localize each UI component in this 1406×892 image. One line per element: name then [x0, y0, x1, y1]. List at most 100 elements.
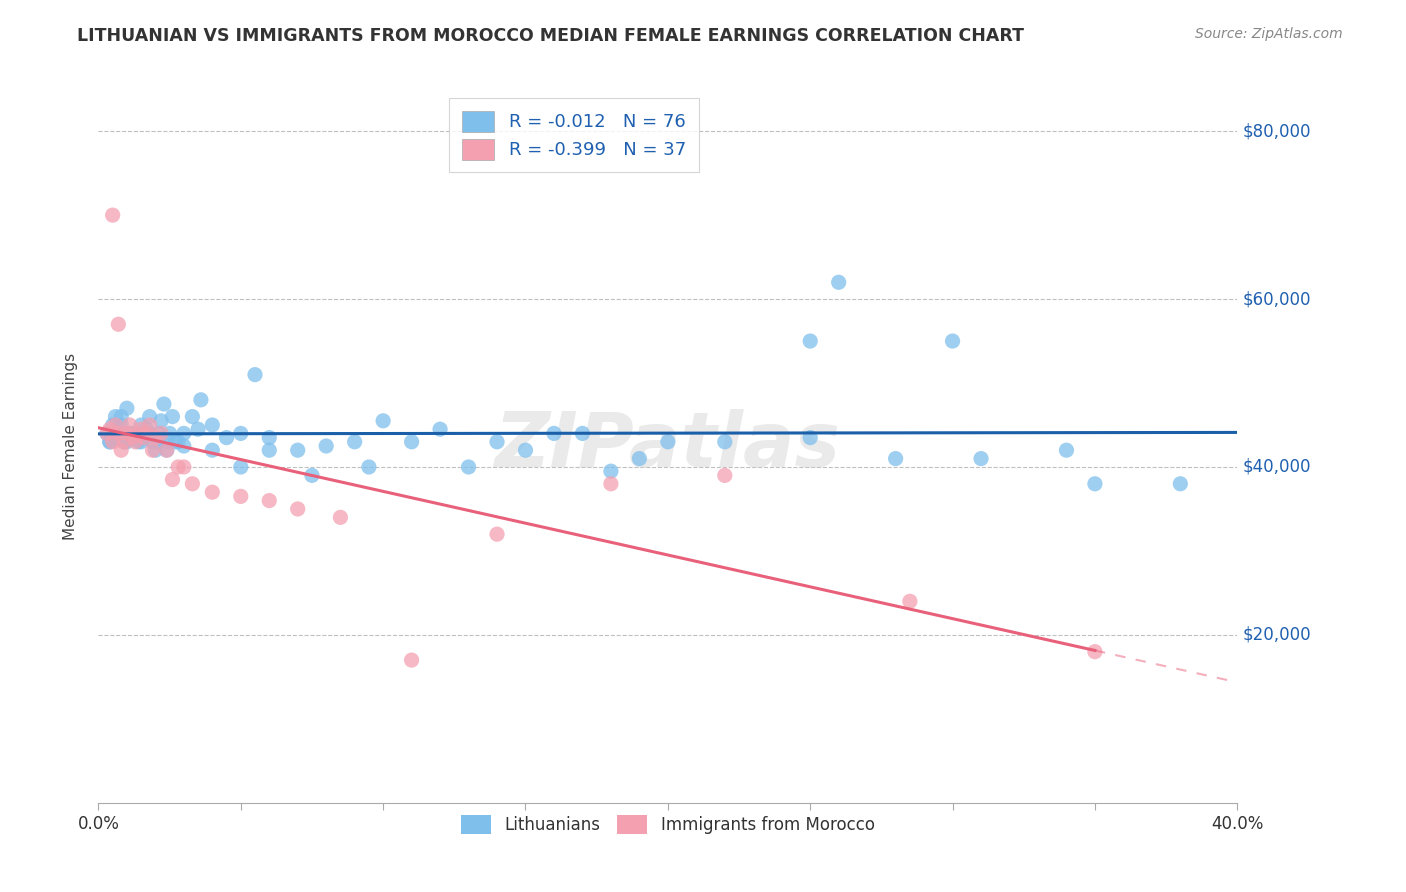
Point [515, 443, 537, 458]
Point [181, 409, 204, 424]
Point [657, 434, 679, 449]
Point [112, 434, 135, 449]
Point [141, 434, 163, 449]
Point [159, 426, 181, 441]
Point [110, 417, 132, 432]
Point [138, 409, 160, 424]
Point [150, 426, 173, 441]
Point [115, 434, 138, 449]
Point [118, 426, 141, 441]
Point [129, 417, 152, 432]
Point [107, 422, 129, 436]
Point [135, 426, 157, 441]
Point [101, 434, 124, 449]
Point [215, 431, 238, 445]
Point [287, 443, 309, 458]
Point [148, 434, 170, 449]
Point [118, 417, 141, 432]
Point [96, 426, 118, 441]
Point [115, 426, 138, 441]
Point [162, 409, 184, 424]
Point [714, 434, 737, 449]
Point [121, 431, 143, 445]
Text: $40,000: $40,000 [1243, 458, 1312, 476]
Point [153, 397, 176, 411]
Point [115, 401, 138, 416]
Point [167, 460, 190, 475]
Point [600, 476, 623, 491]
Point [124, 426, 146, 441]
Point [1170, 476, 1192, 491]
Point [229, 489, 252, 503]
Point [145, 431, 167, 445]
Point [714, 468, 737, 483]
Point [1084, 645, 1107, 659]
Legend: Lithuanians, Immigrants from Morocco: Lithuanians, Immigrants from Morocco [451, 805, 884, 845]
Point [287, 502, 309, 516]
Point [942, 334, 965, 348]
Point [107, 318, 129, 332]
Point [970, 451, 993, 466]
Point [167, 434, 190, 449]
Point [884, 451, 907, 466]
Text: $20,000: $20,000 [1243, 626, 1312, 644]
Point [156, 443, 179, 458]
Point [132, 431, 155, 445]
Point [315, 439, 337, 453]
Point [201, 443, 224, 458]
Point [486, 434, 509, 449]
Point [898, 594, 921, 608]
Point [138, 426, 160, 441]
Point [486, 527, 509, 541]
Point [173, 460, 195, 475]
Point [98, 434, 121, 449]
Point [329, 510, 352, 524]
Point [129, 434, 152, 449]
Point [181, 476, 204, 491]
Point [138, 417, 160, 432]
Point [132, 431, 155, 445]
Text: $80,000: $80,000 [1243, 122, 1312, 140]
Point [259, 431, 281, 445]
Point [156, 443, 179, 458]
Text: Source: ZipAtlas.com: Source: ZipAtlas.com [1195, 27, 1343, 41]
Point [173, 426, 195, 441]
Point [98, 434, 121, 449]
Point [110, 443, 132, 458]
Point [429, 422, 451, 436]
Point [145, 443, 167, 458]
Point [162, 473, 184, 487]
Point [112, 434, 135, 449]
Point [401, 434, 423, 449]
Point [828, 275, 851, 289]
Point [165, 434, 187, 449]
Point [129, 422, 152, 436]
Point [259, 493, 281, 508]
Point [104, 409, 127, 424]
Point [1056, 443, 1078, 458]
Point [799, 334, 821, 348]
Point [190, 392, 212, 407]
Point [104, 426, 127, 441]
Point [121, 431, 143, 445]
Point [373, 414, 395, 428]
Point [457, 460, 479, 475]
Point [148, 426, 170, 441]
Point [124, 434, 146, 449]
Point [107, 426, 129, 441]
Point [229, 426, 252, 441]
Point [101, 208, 124, 222]
Point [343, 434, 366, 449]
Point [110, 409, 132, 424]
Point [357, 460, 380, 475]
Text: ZIPatlas: ZIPatlas [495, 409, 841, 483]
Text: $60,000: $60,000 [1243, 290, 1312, 308]
Point [259, 443, 281, 458]
Point [141, 443, 163, 458]
Point [201, 417, 224, 432]
Point [401, 653, 423, 667]
Point [600, 464, 623, 478]
Point [156, 434, 179, 449]
Point [187, 422, 209, 436]
Point [243, 368, 266, 382]
